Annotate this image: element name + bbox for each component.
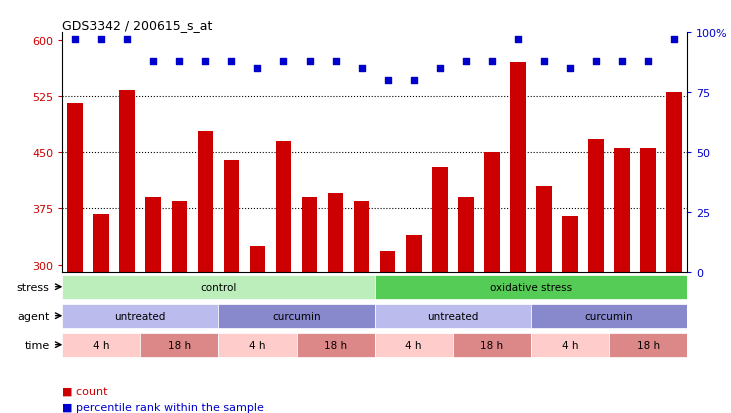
Point <box>330 59 341 65</box>
Point <box>564 66 576 72</box>
Bar <box>614 149 630 273</box>
Point <box>121 37 133 43</box>
Bar <box>452 333 531 357</box>
Bar <box>250 247 265 273</box>
Bar <box>172 202 187 273</box>
Point <box>643 59 654 65</box>
Bar <box>276 142 292 273</box>
Text: oxidative stress: oxidative stress <box>490 282 572 292</box>
Text: 18 h: 18 h <box>167 340 191 350</box>
Bar <box>224 160 239 273</box>
Point <box>69 37 81 43</box>
Point <box>278 59 289 65</box>
Bar <box>432 168 447 273</box>
Text: time: time <box>24 340 50 350</box>
Point <box>486 59 498 65</box>
Point <box>356 66 368 72</box>
Point <box>251 66 263 72</box>
Bar <box>374 275 687 299</box>
Point <box>460 59 471 65</box>
Text: untreated: untreated <box>115 311 166 321</box>
Point <box>408 78 420 84</box>
Text: 18 h: 18 h <box>480 340 504 350</box>
Text: 4 h: 4 h <box>249 340 265 350</box>
Bar <box>62 304 219 328</box>
Text: untreated: untreated <box>427 311 479 321</box>
Bar <box>374 304 531 328</box>
Bar <box>531 304 687 328</box>
Bar <box>219 304 374 328</box>
Point <box>616 59 628 65</box>
Bar <box>536 187 552 273</box>
Bar <box>67 104 83 273</box>
Bar <box>374 333 452 357</box>
Bar <box>297 333 374 357</box>
Bar <box>562 216 577 273</box>
Bar <box>327 194 344 273</box>
Bar <box>302 198 317 273</box>
Bar <box>62 275 374 299</box>
Point <box>226 59 238 65</box>
Point <box>668 37 680 43</box>
Text: control: control <box>200 282 237 292</box>
Text: GDS3342 / 200615_s_at: GDS3342 / 200615_s_at <box>62 19 213 32</box>
Bar <box>531 333 609 357</box>
Bar <box>119 91 135 273</box>
Bar <box>94 214 109 273</box>
Text: 18 h: 18 h <box>637 340 659 350</box>
Bar <box>62 333 140 357</box>
Point <box>173 59 185 65</box>
Text: 4 h: 4 h <box>561 340 578 350</box>
Point <box>303 59 315 65</box>
Point <box>538 59 550 65</box>
Text: curcumin: curcumin <box>272 311 321 321</box>
Bar <box>667 93 682 273</box>
Point <box>590 59 602 65</box>
Point <box>382 78 393 84</box>
Text: ■ percentile rank within the sample: ■ percentile rank within the sample <box>62 402 264 412</box>
Bar <box>640 149 656 273</box>
Text: 4 h: 4 h <box>93 340 110 350</box>
Bar <box>406 235 422 273</box>
Bar <box>609 333 687 357</box>
Text: stress: stress <box>17 282 50 292</box>
Text: agent: agent <box>18 311 50 321</box>
Bar <box>219 333 297 357</box>
Text: curcumin: curcumin <box>585 311 633 321</box>
Bar <box>140 333 219 357</box>
Bar <box>458 198 474 273</box>
Text: 18 h: 18 h <box>324 340 347 350</box>
Text: 4 h: 4 h <box>406 340 422 350</box>
Text: ■ count: ■ count <box>62 385 107 395</box>
Point <box>148 59 159 65</box>
Bar <box>354 202 369 273</box>
Point <box>95 37 107 43</box>
Point <box>512 37 523 43</box>
Bar <box>380 252 395 273</box>
Point <box>434 66 446 72</box>
Bar <box>145 198 161 273</box>
Bar <box>197 132 213 273</box>
Point <box>200 59 211 65</box>
Bar <box>510 63 526 273</box>
Bar <box>588 139 604 273</box>
Bar <box>484 153 500 273</box>
